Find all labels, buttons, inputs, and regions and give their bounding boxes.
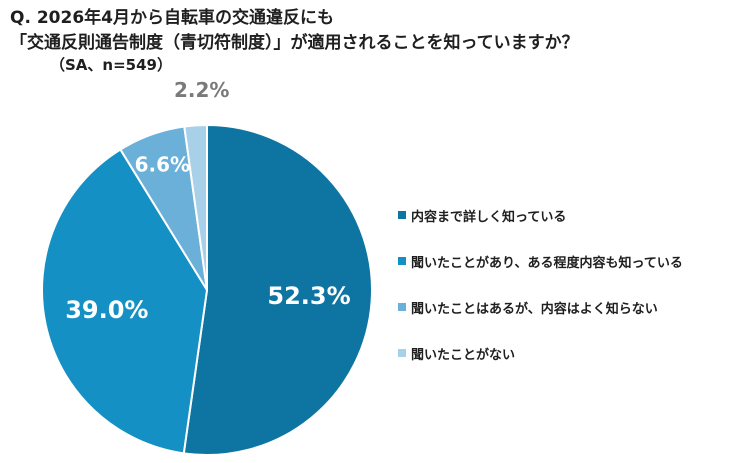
legend-label-2: 聞いたことがあり、ある程度内容も知っている (411, 255, 683, 271)
pie-slice-2 (41, 148, 209, 455)
legend-swatch-2 (398, 257, 406, 265)
legend: 内容まで詳しく知っている 聞いたことがあり、ある程度内容も知っている 聞いたこと… (398, 192, 683, 376)
chart-subtitle: （SA、n=549） (50, 56, 172, 74)
data-label-3: 6.6% (135, 152, 190, 176)
legend-item-3: 聞いたことはあるが、内容はよく知らない (398, 284, 683, 330)
legend-label-1: 内容まで詳しく知っている (411, 209, 567, 225)
data-label-1: 52.3% (267, 282, 350, 310)
legend-label-4: 聞いたことがない (411, 347, 516, 363)
data-label-2: 39.0% (65, 296, 148, 324)
legend-swatch-4 (398, 349, 406, 357)
legend-label-3: 聞いたことはあるが、内容はよく知らない (411, 301, 658, 317)
legend-item-4: 聞いたことがない (398, 330, 683, 376)
pie-slice-4 (183, 123, 208, 291)
legend-item-2: 聞いたことがあり、ある程度内容も知っている (398, 238, 683, 284)
legend-item-1: 内容まで詳しく知っている (398, 192, 683, 238)
legend-swatch-1 (398, 211, 406, 219)
pie-slice-1 (182, 123, 373, 456)
chart-title-line-1: Q. 2026年4月から自転車の交通違反にも (10, 8, 334, 28)
data-label-4: 2.2% (174, 78, 229, 102)
legend-swatch-3 (398, 303, 406, 311)
chart-title: Q. 2026年4月から自転車の交通違反にも 「交通反則通告制度（青切符制度）」… (10, 6, 579, 56)
chart-title-line-2: 「交通反則通告制度（青切符制度）」が適用されることを知っていますか？ (10, 33, 579, 53)
